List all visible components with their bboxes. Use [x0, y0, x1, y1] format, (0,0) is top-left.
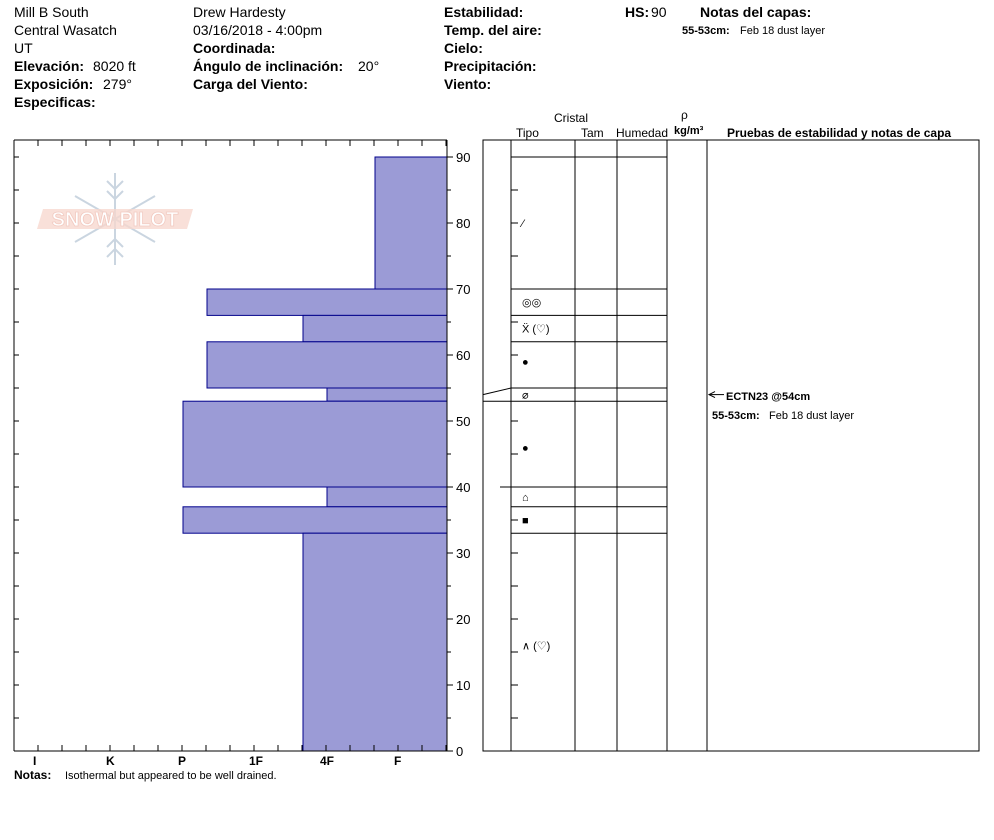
- test-note-range: 55-53cm:: [712, 410, 760, 422]
- wind-load-label: Carga del Viento:: [193, 76, 308, 92]
- hardness-bar: [206, 288, 448, 316]
- stability-tests-header: Pruebas de estabilidad y notas de capa: [727, 126, 952, 140]
- notes-label: Notas:: [14, 768, 52, 782]
- layer-note-range: 55-53cm:: [682, 25, 730, 37]
- hardness-bar: [302, 314, 448, 343]
- depth-tick-label: 40: [456, 480, 470, 495]
- crystal-symbol: ■: [522, 515, 529, 527]
- hardness-bar: [302, 532, 448, 752]
- sky-label: Cielo:: [444, 40, 483, 56]
- boundary-connector: [482, 387, 512, 396]
- stability-label: Estabilidad:: [444, 4, 524, 20]
- layer-note-text: Feb 18 dust layer: [740, 25, 825, 37]
- type-header: Tipo: [516, 126, 539, 140]
- size-header: Tam: [581, 126, 604, 140]
- depth-tick-label: 30: [456, 546, 470, 561]
- x-tick-K: K: [106, 754, 115, 768]
- crystal-symbol: Ẍ (♡): [522, 324, 550, 336]
- crystal-symbol: ◎◎: [522, 297, 541, 309]
- aspect-label: Exposición:: [14, 76, 94, 92]
- x-tick-P: P: [178, 754, 187, 768]
- wind-label: Viento:: [444, 76, 492, 92]
- depth-tick-label: 20: [456, 612, 470, 627]
- depth-tick-label: 0: [456, 744, 463, 759]
- snowpilot-logo: SNOW PILOT: [37, 173, 193, 265]
- depth-tick-label: 50: [456, 414, 470, 429]
- specifics-label: Especificas:: [14, 94, 96, 110]
- crystal-symbol: ∧ (♡): [522, 640, 550, 652]
- hs-label: HS:: [625, 4, 650, 20]
- slope-value: 20°: [358, 58, 380, 74]
- test-arrow-head: [707, 391, 716, 399]
- hardness-bar: [326, 486, 448, 508]
- range: Central Wasatch: [14, 22, 117, 38]
- depth-tick-label: 10: [456, 678, 470, 693]
- elevation-label: Elevación:: [14, 58, 85, 74]
- hardness-bar: [182, 506, 448, 534]
- elevation-value: 8020 ft: [93, 58, 136, 74]
- logo-text: SNOW PILOT: [52, 209, 179, 231]
- crystal-symbol: ⌀: [522, 390, 529, 402]
- test-note-text: Feb 18 dust layer: [769, 410, 854, 422]
- depth-tick-label: 90: [456, 150, 470, 165]
- crystal-symbol: ⌂: [522, 492, 529, 504]
- x-tick-F: F: [394, 754, 402, 768]
- crystal-table-frame: [482, 139, 980, 752]
- air-temp-label: Temp. del aire:: [444, 22, 542, 38]
- notes-text: Isothermal but appeared to be well drain…: [65, 770, 277, 782]
- test-result: ECTN23 @54cm: [726, 391, 811, 403]
- hs-value: 90: [651, 4, 667, 20]
- slope-label: Ángulo de inclinación:: [193, 58, 344, 74]
- x-tick-I: I: [33, 754, 37, 768]
- rho-header: ρ: [681, 108, 688, 122]
- x-tick-1F: 1F: [249, 754, 264, 768]
- state: UT: [14, 40, 33, 56]
- coords-label: Coordinada:: [193, 40, 276, 56]
- crystal-symbol: ●: [522, 442, 529, 454]
- layer-notes-label: Notas del capas:: [700, 4, 812, 20]
- crystal-header: Cristal: [554, 111, 589, 125]
- aspect-value: 279°: [103, 76, 132, 92]
- moisture-header: Humedad: [616, 126, 669, 140]
- crystal-symbol: ⁄: [519, 218, 526, 230]
- location: Mill B South: [14, 4, 89, 20]
- precip-label: Precipitación:: [444, 58, 537, 74]
- depth-tick-label: 60: [456, 348, 470, 363]
- hardness-bar: [374, 156, 448, 290]
- x-tick-4F: 4F: [320, 754, 335, 768]
- crystal-symbol: ●: [522, 357, 529, 369]
- hardness-bar: [182, 400, 448, 488]
- hardness-bar: [206, 341, 448, 389]
- density-unit-header: kg/m³: [674, 125, 704, 137]
- hardness-bar: [326, 387, 448, 402]
- datetime: 03/16/2018 - 4:00pm: [193, 22, 323, 38]
- observer: Drew Hardesty: [193, 4, 286, 20]
- depth-tick-label: 80: [456, 216, 470, 231]
- depth-tick-label: 70: [456, 282, 470, 297]
